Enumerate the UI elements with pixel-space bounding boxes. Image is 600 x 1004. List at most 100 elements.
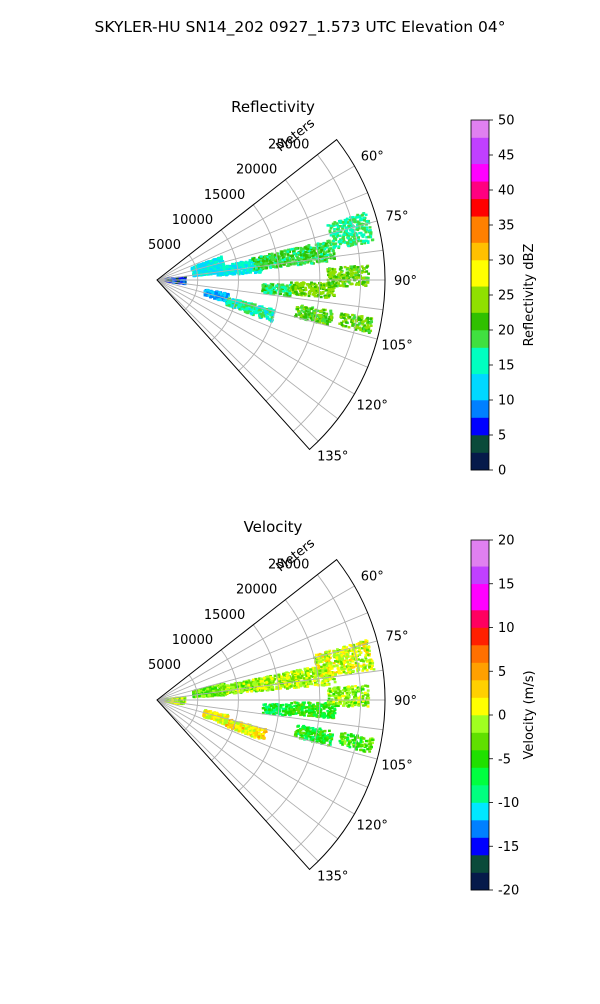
echo-pixel	[312, 255, 315, 257]
echo-pixel	[305, 706, 308, 708]
echo-pixel	[333, 253, 336, 255]
echo-pixel	[330, 292, 333, 294]
colorbar-segment	[471, 444, 489, 453]
echo-pixel	[268, 688, 271, 690]
echo-pixel	[346, 218, 349, 220]
echo-pixel	[269, 261, 272, 263]
echo-pixel	[266, 311, 269, 313]
echo-pixel	[353, 221, 356, 223]
echo-pixel	[339, 243, 342, 245]
echo-pixel	[217, 267, 220, 269]
echo-pixel	[279, 290, 282, 292]
echo-pixel	[325, 680, 328, 682]
echo-pixel	[353, 218, 356, 220]
echo-pixel	[231, 304, 234, 306]
colorbar-segment	[471, 208, 489, 217]
echo-pixel	[192, 696, 195, 698]
echo-pixel	[334, 245, 337, 247]
echo-pixel	[357, 701, 360, 703]
echo-pixel	[264, 703, 267, 705]
echo-pixel	[262, 285, 265, 287]
echo-pixel	[319, 314, 322, 316]
echo-pixel	[366, 685, 369, 687]
echo-pixel	[243, 269, 246, 271]
echo-pixel	[201, 270, 204, 272]
echo-pixel	[272, 706, 275, 708]
echo-pixel	[359, 665, 362, 667]
echo-pixel	[363, 227, 366, 229]
echo-pixel	[265, 681, 268, 683]
echo-pixel	[332, 701, 335, 703]
echo-pixel	[296, 308, 299, 310]
echo-pixel	[352, 216, 355, 218]
colorbar-segment	[471, 243, 489, 252]
echo-pixel	[301, 671, 304, 673]
echo-pixel	[370, 231, 373, 233]
colorbar-tick-label: 30	[498, 254, 515, 269]
echo-pixel	[360, 243, 363, 245]
echo-pixel	[332, 289, 335, 291]
echo-pixel	[343, 317, 346, 319]
echo-pixel	[342, 237, 345, 239]
echo-pixel	[327, 254, 330, 256]
echo-pixel	[364, 231, 367, 233]
echo-pixel	[210, 268, 213, 270]
colorbar-segment	[471, 251, 489, 260]
echo-pixel	[256, 688, 259, 690]
echo-pixel	[373, 668, 376, 670]
echo-pixel	[335, 222, 338, 224]
echo-pixel	[228, 304, 231, 306]
echo-pixel	[341, 657, 344, 659]
colorbar-segment	[471, 321, 489, 330]
echo-pixel	[315, 654, 318, 656]
echo-pixel	[220, 273, 223, 275]
echo-pixel	[358, 654, 361, 656]
echo-pixel	[320, 253, 323, 255]
colorbar-segment	[471, 356, 489, 365]
echo-pixel	[298, 706, 301, 708]
echo-pixel	[329, 740, 332, 742]
echo-pixel	[334, 242, 337, 244]
echo-pixel	[351, 666, 354, 668]
echo-pixel	[352, 693, 355, 695]
echo-pixel	[356, 229, 359, 231]
echo-pixel	[254, 259, 257, 261]
echo-pixel	[340, 284, 343, 286]
echo-pixel	[333, 665, 336, 667]
echo-pixel	[360, 217, 363, 219]
echo-pixel	[269, 256, 272, 258]
echo-pixel	[293, 705, 296, 707]
echo-pixel	[273, 678, 276, 680]
range-tick-label: 5000	[148, 238, 181, 253]
echo-pixel	[297, 676, 300, 678]
echo-pixel	[229, 272, 232, 274]
echo-pixel	[365, 270, 368, 272]
echo-pixel	[290, 255, 293, 257]
colorbar-segment	[471, 426, 489, 435]
echo-pixel	[357, 266, 360, 268]
echo-pixel	[361, 265, 364, 267]
echo-pixel	[327, 291, 330, 293]
echo-pixel	[322, 309, 325, 311]
colorbar-segment	[471, 190, 489, 199]
echo-pixel	[367, 273, 370, 275]
echo-pixel	[240, 272, 243, 274]
echo-pixel	[346, 242, 349, 244]
echo-pixel	[313, 250, 316, 252]
echo-pixel	[329, 690, 332, 692]
echo-pixel	[356, 282, 359, 284]
echo-pixel	[280, 675, 283, 677]
echo-pixel	[299, 290, 302, 292]
echo-pixel	[337, 226, 340, 228]
echo-pixel	[362, 695, 365, 697]
echo-pixel	[334, 712, 337, 714]
echo-pixel	[366, 649, 369, 651]
echo-pixel	[333, 687, 336, 689]
echo-pixel	[323, 714, 326, 716]
echo-pixel	[337, 282, 340, 284]
azimuth-gridline	[157, 221, 377, 280]
colorbar-segment	[471, 260, 489, 269]
echo-pixel	[279, 265, 282, 267]
echo-pixel	[311, 283, 314, 285]
